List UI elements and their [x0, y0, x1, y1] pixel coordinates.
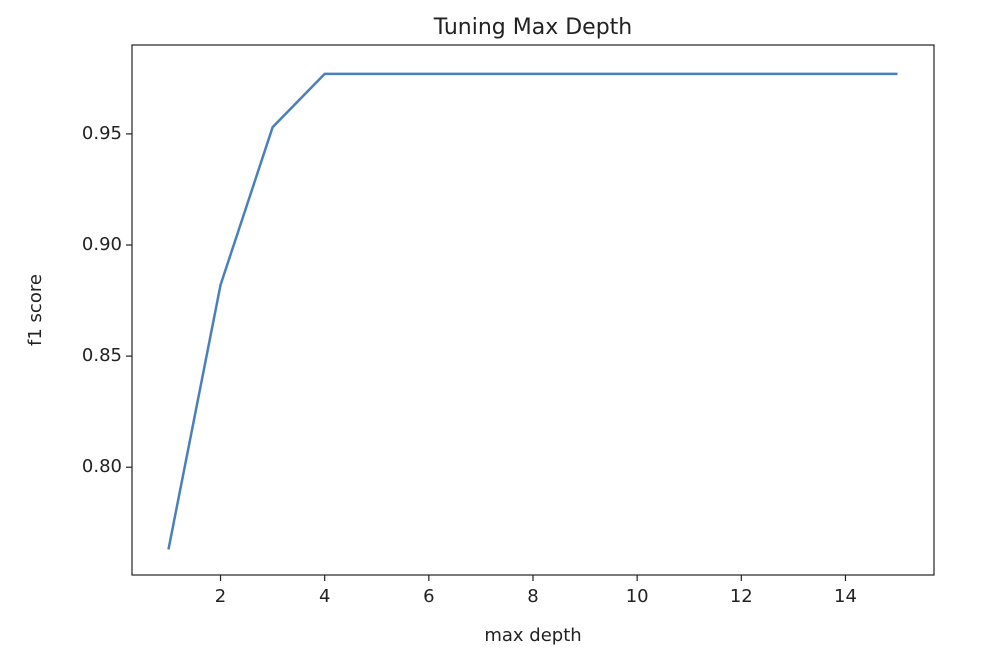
y-tick-label: 0.90: [82, 234, 122, 255]
y-tick-label: 0.85: [82, 345, 122, 366]
x-tick-label: 14: [834, 586, 857, 607]
chart-title: Tuning Max Depth: [433, 15, 632, 40]
y-tick-label: 0.80: [82, 456, 122, 477]
x-tick-label: 12: [730, 586, 753, 607]
y-tick-label: 0.95: [82, 123, 122, 144]
x-tick-label: 6: [423, 586, 434, 607]
x-tick-label: 2: [215, 586, 226, 607]
x-tick-label: 10: [626, 586, 649, 607]
x-tick-label: 8: [527, 586, 538, 607]
plot-frame: [131, 44, 935, 576]
x-axis-label: max depth: [484, 625, 581, 646]
y-axis-label: f1 score: [25, 274, 46, 346]
x-tick-label: 4: [319, 586, 330, 607]
line-series: [167, 72, 898, 550]
